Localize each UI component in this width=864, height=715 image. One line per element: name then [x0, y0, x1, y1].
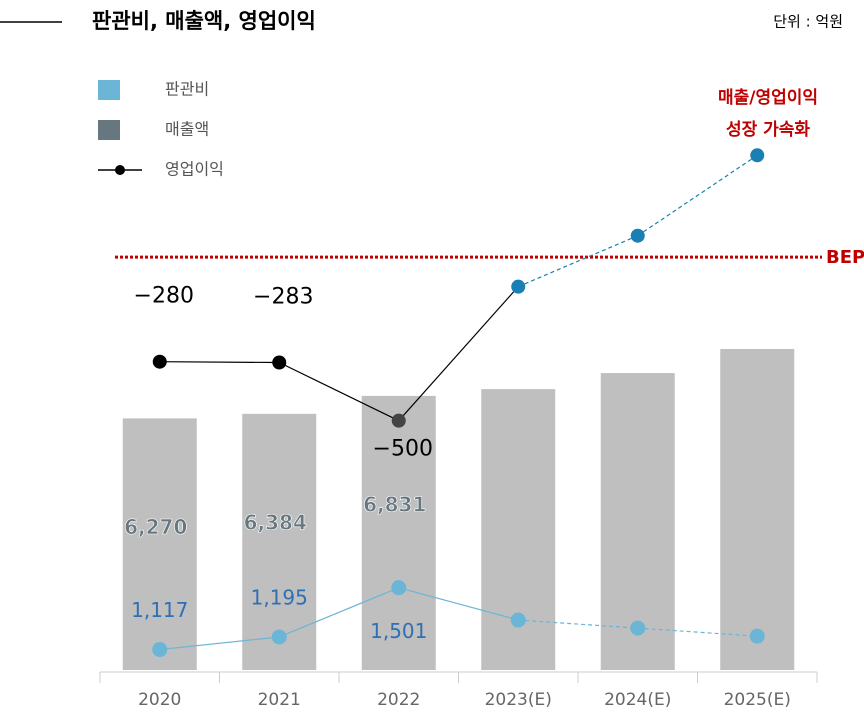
- line-segment: [279, 587, 399, 638]
- line-value-label: 1,501: [370, 619, 427, 643]
- line-value-label: 1,117: [131, 598, 188, 622]
- annotation: 매출/영업이익: [718, 88, 818, 108]
- line-segment: [518, 619, 638, 629]
- annotation: 성장 가속화: [726, 120, 810, 140]
- line-point: [630, 620, 646, 636]
- bar: [481, 389, 556, 670]
- line-value-label: 1,195: [251, 585, 308, 609]
- bar-value-label: 6,384: [244, 510, 307, 534]
- line-segment: [159, 636, 280, 651]
- line-point: [391, 413, 406, 428]
- line-segment: [159, 361, 280, 364]
- line-point: [152, 642, 168, 658]
- line-segment: [398, 587, 519, 621]
- line-point: [630, 228, 645, 243]
- x-tick-label: 2020: [138, 690, 181, 710]
- legend-marker: [115, 165, 125, 175]
- chart-title: 판관비, 매출액, 영업이익: [92, 9, 316, 33]
- line-segment: [518, 235, 638, 288]
- bar-value-label: 6,831: [363, 492, 426, 516]
- line-value-label: −280: [134, 284, 194, 309]
- line-point: [271, 629, 287, 645]
- x-tick-label: 2021: [258, 690, 301, 710]
- line-value-label: −500: [373, 437, 433, 462]
- legend-label: 판관비: [165, 80, 209, 99]
- x-tick-label: 2023(E): [485, 690, 552, 710]
- line-point: [272, 355, 287, 370]
- line-segment: [398, 286, 519, 422]
- line-value-label: −283: [253, 285, 313, 310]
- x-tick-label: 2022: [377, 690, 420, 710]
- x-tick-label: 2024(E): [604, 690, 671, 710]
- unit-label: 단위 : 억원: [773, 13, 843, 31]
- line-point: [749, 628, 765, 644]
- bar: [600, 373, 675, 670]
- line-segment: [278, 361, 400, 422]
- bar-value-label: 6,270: [124, 515, 187, 539]
- bar: [122, 418, 197, 670]
- legend-label: 매출액: [165, 120, 209, 139]
- line-segment: [637, 154, 758, 237]
- line-point: [391, 580, 407, 596]
- line-point: [750, 148, 765, 163]
- line-point: [510, 612, 526, 628]
- x-tick-label: 2025(E): [724, 690, 791, 710]
- line-segment: [637, 627, 758, 637]
- reference-label: BEP: [826, 247, 864, 268]
- line-point: [511, 279, 526, 294]
- legend-swatch: [98, 120, 120, 140]
- bar: [361, 395, 436, 670]
- legend-label: 영업이익: [165, 160, 224, 179]
- line-point: [152, 354, 167, 369]
- bar: [720, 348, 795, 670]
- legend-swatch: [98, 80, 120, 100]
